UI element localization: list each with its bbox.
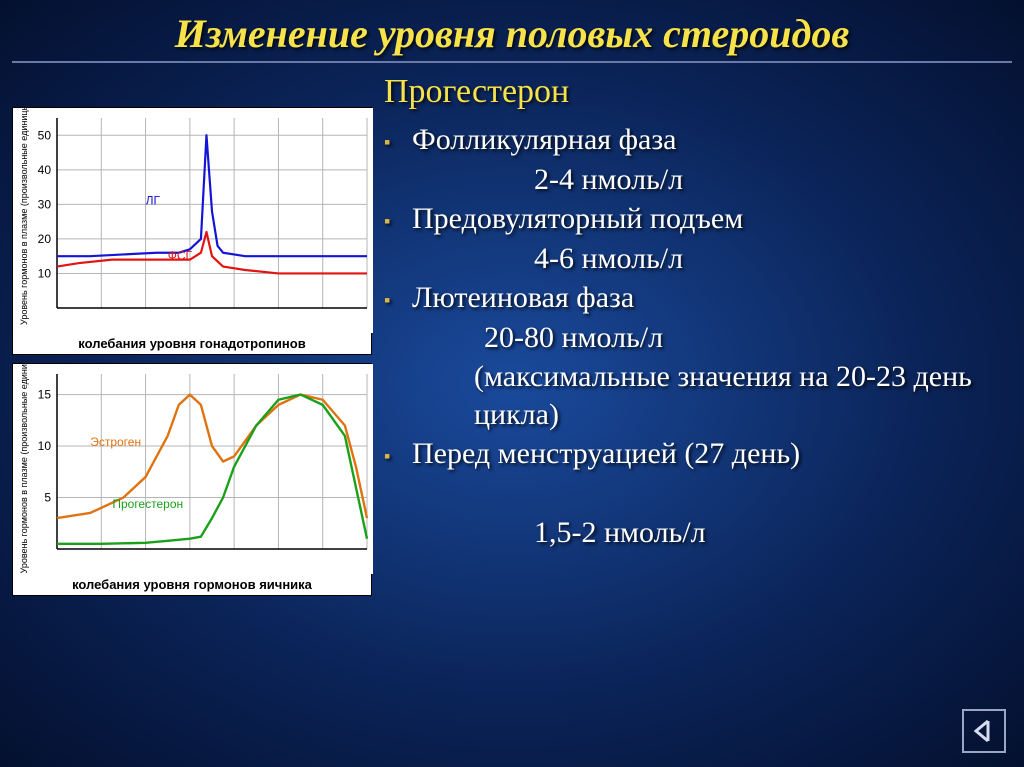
svg-text:Прогестерон: Прогестерон: [112, 497, 183, 511]
svg-text:30: 30: [38, 197, 52, 211]
value-premenstrual: 1,5-2 нмоль/л: [384, 514, 1012, 552]
phase-preovulatory: Предовуляторный подъем: [384, 200, 1012, 238]
svg-text:ФСГ: ФСГ: [168, 249, 193, 263]
svg-text:Эстроген: Эстроген: [90, 435, 141, 449]
prev-arrow-icon: [970, 717, 998, 745]
chart-gonadotropins: 10 20 30 40 50 ЛГ ФСГ Уровень гормонов в плазме…: [12, 107, 372, 355]
luteal-note: (максимальные значения на 20-23 день цик…: [384, 358, 1012, 433]
value-preovulatory: 4-6 нмоль/л: [384, 240, 1012, 278]
chart2-svg: 5 10 15 Эстроген Прогестерон Уровень гормонов…: [13, 364, 373, 574]
svg-text:15: 15: [38, 388, 52, 402]
charts-column: 10 20 30 40 50 ЛГ ФСГ Уровень гормонов в плазме…: [12, 107, 372, 596]
svg-text:40: 40: [38, 163, 52, 177]
svg-text:10: 10: [38, 266, 52, 280]
svg-text:ЛГ: ЛГ: [146, 193, 161, 207]
value-follicular: 2-4 нмоль/л: [384, 161, 1012, 199]
svg-text:20: 20: [38, 232, 52, 246]
phase-premenstrual: Перед менструацией (27 день): [384, 435, 1012, 473]
phase-follicular: Фолликулярная фаза: [384, 121, 1012, 159]
chart1-svg: 10 20 30 40 50 ЛГ ФСГ Уровень гормонов в плазме…: [13, 108, 373, 333]
phase-luteal: Лютеиновая фаза: [384, 279, 1012, 317]
chart2-caption: колебания уровня гормонов яичника: [13, 574, 371, 595]
slide-title: Изменение уровня половых стероидов: [12, 0, 1012, 63]
value-luteal: 20-80 нмоль/л: [384, 319, 1012, 357]
text-column: Прогестерон Фолликулярная фаза 2-4 нмоль…: [384, 71, 1012, 596]
hormone-name: Прогестерон: [384, 73, 1012, 111]
svg-text:50: 50: [38, 128, 52, 142]
slide-content: 10 20 30 40 50 ЛГ ФСГ Уровень гормонов в плазме…: [0, 63, 1024, 596]
prev-slide-button[interactable]: [962, 709, 1006, 753]
chart1-caption: колебания уровня гонадотропинов: [13, 333, 371, 354]
svg-text:10: 10: [38, 439, 52, 453]
svg-text:5: 5: [44, 491, 51, 505]
svg-text:Уровень гормонов в плазме (про: Уровень гормонов в плазме (произвольные …: [19, 108, 29, 325]
svg-text:Уровень гормонов в плазме (про: Уровень гормонов в плазме (произвольные …: [19, 364, 29, 573]
chart-ovarian-hormones: 5 10 15 Эстроген Прогестерон Уровень гормонов…: [12, 363, 372, 596]
phase-list: Фолликулярная фаза 2-4 нмоль/л Предовуля…: [384, 121, 1012, 552]
